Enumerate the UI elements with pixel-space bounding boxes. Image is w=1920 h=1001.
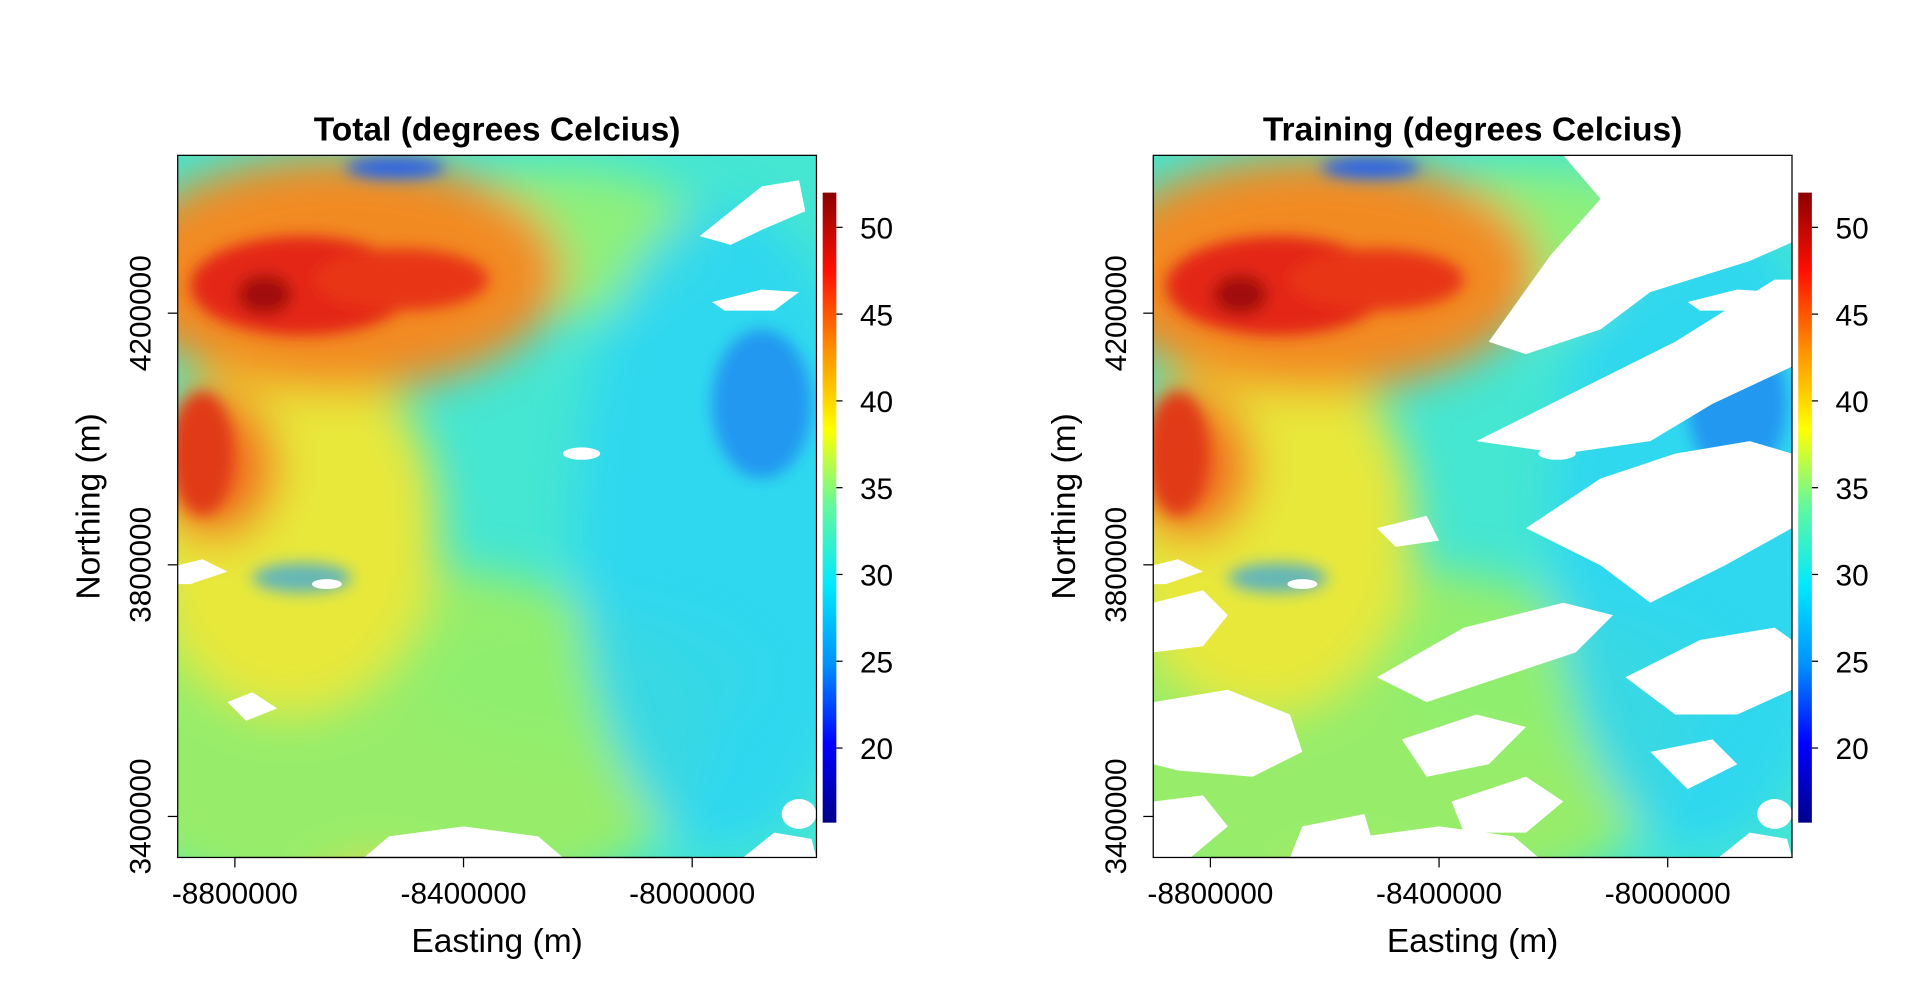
colorbar-tick-label: 45 <box>860 299 893 332</box>
colorbar <box>822 192 837 823</box>
colorbar-tick-label: 20 <box>860 733 893 766</box>
colorbar-tick-label: 45 <box>1835 299 1868 332</box>
y-tick-label: 4200000 <box>1100 255 1133 371</box>
y-tick-label: 3800000 <box>124 507 157 623</box>
colorbar-tick-label: 40 <box>860 386 893 419</box>
colorbar-tick-label: 30 <box>1835 560 1868 593</box>
colorbar-tick-label: 40 <box>1835 386 1868 419</box>
colorbar-tick-label: 25 <box>860 646 893 679</box>
raster-image <box>1153 155 1792 988</box>
y-tick-label: 3400000 <box>1100 758 1133 874</box>
colorbar-tick-label: 30 <box>860 560 893 593</box>
chart-title: Training (degrees Celcius) <box>1263 111 1682 148</box>
colorbar-tick-label: 50 <box>1835 213 1868 246</box>
colorbar-tick-label: 35 <box>860 473 893 506</box>
colorbar-tick-label: 35 <box>1835 473 1868 506</box>
y-axis-label: Northing (m) <box>1046 413 1083 599</box>
x-tick-label: -8000000 <box>1605 877 1731 910</box>
x-tick-label: -8800000 <box>172 877 298 910</box>
colorbar-tick-label: 25 <box>1835 646 1868 679</box>
raster-image <box>66 155 874 988</box>
y-tick-label: 3800000 <box>1100 507 1133 623</box>
x-tick-label: -8400000 <box>1376 877 1502 910</box>
x-tick-label: -8000000 <box>629 877 755 910</box>
x-axis-label: Easting (m) <box>411 923 583 960</box>
chart-title: Total (degrees Celcius) <box>314 111 681 148</box>
x-axis-label: Easting (m) <box>1387 923 1559 960</box>
colorbar-tick-label: 20 <box>1835 733 1868 766</box>
y-tick-label: 4200000 <box>124 255 157 371</box>
y-axis-label: Northing (m) <box>70 413 107 599</box>
y-tick-label: 3400000 <box>124 758 157 874</box>
x-tick-label: -8800000 <box>1147 877 1273 910</box>
x-tick-label: -8400000 <box>401 877 527 910</box>
colorbar <box>1798 192 1812 823</box>
colorbar-tick-label: 50 <box>860 213 893 246</box>
